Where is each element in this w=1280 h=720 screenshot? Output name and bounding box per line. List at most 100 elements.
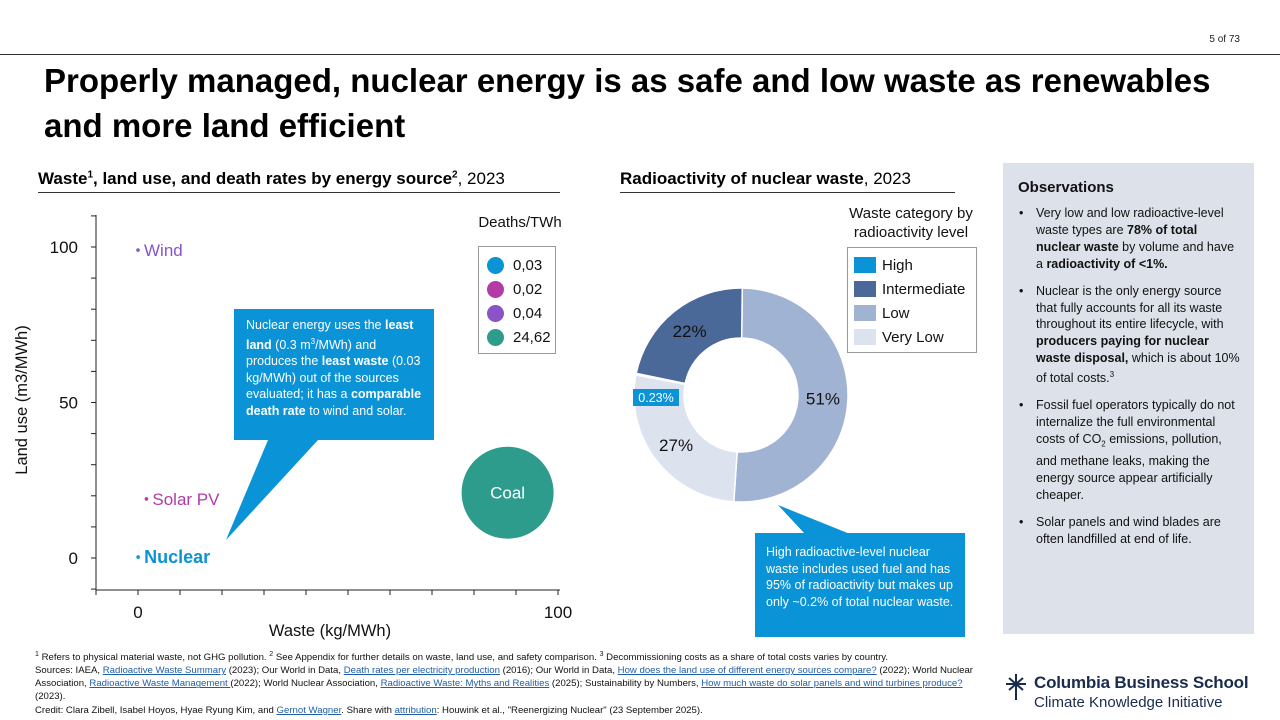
footnotes: 1 Refers to physical material waste, not… [35,648,995,717]
legend-label: Intermediate [882,280,966,298]
high-label-box [633,389,679,406]
legend-label: 0,04 [513,304,543,322]
legend-swatch [487,328,504,346]
callout-text: (0.03 kg/MWh) out of the sources evaluat… [246,354,421,402]
legend-label: 0,02 [513,280,543,298]
obs-text: Very low and low radioactive-level waste… [1036,206,1224,237]
x-tick-label: 0 [133,603,142,622]
attribution-link[interactable]: attribution [394,704,437,716]
waste-legend-item: Very Low [854,325,976,349]
callout1-pointer [226,440,318,540]
legend-swatch [854,329,876,345]
obs-text: Fossil fuel operators typically do not i… [1036,398,1235,447]
callout-bold: least waste [321,354,389,369]
callout2-pointer [778,505,850,534]
source-link-death-rates[interactable]: Death rates per electricity production [343,665,500,677]
fn-text: (2023); Our World in Data, [226,665,344,677]
fn-text: (2022); World Nuclear Association, [35,665,974,690]
point-wind [136,248,140,252]
y-axis-title: Land use (m3/MWh) [13,325,31,474]
obs-text: Nuclear is the only energy source that f… [1036,283,1224,332]
slice-low [732,287,849,503]
obs-bold: radioactivity of <1%. [1046,256,1168,271]
point-label-coal: Coal [490,484,525,503]
obs-bold: 78% of total nuclear waste [1036,222,1198,254]
point-label-solar-pv: Solar PV [152,490,220,509]
waste-legend-item: High [854,253,976,277]
point-nuclear [136,555,140,559]
obs-sup: 3 [1109,370,1115,380]
legend-label: 24,62 [513,328,551,346]
slice-intermediate [635,287,744,385]
fn-text: (2023). [35,691,66,703]
obs-sub: 2 [1101,439,1106,449]
slice-label-intermediate: 22% [673,322,707,341]
chart2-heading-a: Radioactivity of nuclear waste [620,169,864,188]
deaths-legend-item: 0,03 [487,253,555,277]
chart2-heading: Radioactivity of nuclear waste, 2023 [620,169,955,193]
obs-text: by volume and have a [1036,239,1235,271]
source-link-land-use[interactable]: How does the land use of different energ… [617,665,877,677]
legend-label: High [882,256,913,274]
fn-sup: 1 [35,651,39,658]
observation-item: Nuclear is the only energy source that f… [1018,283,1240,388]
legend-swatch [854,257,876,273]
observations-title: Observations [1018,179,1114,196]
slice-label-low: 51% [806,389,840,408]
fn-text: Refers to physical material waste, not G… [38,652,270,664]
columbia-logo: Columbia Business School Climate Knowled… [1004,670,1264,714]
legend-swatch [487,304,504,322]
page-title: Properly managed, nuclear energy is as s… [44,62,1211,144]
point-label-nuclear: Nuclear [144,547,210,567]
waste-legend-item: Intermediate [854,277,976,301]
source-link-solar-wind-waste[interactable]: How much waste do solar panels and wind … [701,678,963,690]
slice-label-very-low: 27% [659,436,693,455]
obs-text: emissions, pollution, and methane leaks,… [1036,432,1222,503]
fn-text: Decommissioning costs as a share of tota… [603,652,889,664]
chart2-heading-year: , 2023 [863,169,912,188]
callout-bold: comparable death rate [246,387,422,418]
callout-sup: 3 [310,336,316,346]
legend-label: Low [882,304,910,322]
footnote-line: 1 Refers to physical material waste, not… [35,648,995,664]
chart1-heading-year: , 2023 [457,169,505,188]
source-link-waste-summary[interactable]: Radioactive Waste Summary [102,665,227,677]
legend-label: 0,03 [513,256,543,274]
fn-text: (2022); World Nuclear Association, [230,678,381,690]
deaths-legend: 0,03 0,02 0,04 24,62 [478,246,556,354]
scatter-chart: 0 50 100 0 100 Waste (kg/MWh) Land use (m3/MWh… [13,215,572,640]
y-tick-label: 50 [59,394,78,413]
logo-line-2: Climate Knowledge Initiative [1034,694,1223,711]
fn-text: Sources: IAEA, [35,665,103,677]
legend-swatch [854,281,876,297]
callout-bold: least land [246,318,414,352]
logo-line-1: Columbia Business School [1034,673,1249,692]
fn-text: See Appendix for further details on wast… [273,652,600,664]
x-axis-title: Waste (kg/MWh) [269,622,391,640]
observation-item: Solar panels and wind blades are often l… [1018,514,1240,548]
waste-legend: High Intermediate Low Very Low [847,247,977,353]
legend-swatch [487,256,504,274]
y-tick-label: 0 [69,549,78,568]
y-tick-label: 100 [50,238,78,257]
obs-text: which is about 10% of total costs. [1036,351,1240,386]
callout-text: (0.3 m [271,337,311,352]
source-link-myths[interactable]: Radioactive Waste: Myths and Realities [380,678,550,690]
fn-sup: 3 [599,651,604,658]
fn-text: Credit: Clara Zibell, Isabel Hoyos, Hyae… [35,704,277,716]
source-link-waste-management[interactable]: Radioactive Waste Management [89,678,231,690]
crown-logo-icon [1006,674,1026,700]
legend-swatch [487,280,504,298]
top-rule [0,54,1280,55]
callout2-pointer-shape [778,505,850,534]
credit-link-author[interactable]: Gernot Wagner [276,704,342,716]
callout-text: /MWh) and produces the [246,337,377,369]
fn-text: (2016); Our World in Data, [499,665,618,677]
waste-legend-title: Waste category by radioactivity level [849,205,973,241]
observations-list: Very low and low radioactive-level waste… [1018,205,1240,548]
point-label-wind: Wind [144,241,183,260]
observations-panel: Observations Very low and low radioactiv… [1003,163,1254,634]
high-waste-callout: High radioactive-level nuclear waste inc… [755,533,965,637]
deaths-legend-item: 0,02 [487,277,555,301]
credit: Credit: Clara Zibell, Isabel Hoyos, Hyae… [35,704,995,717]
